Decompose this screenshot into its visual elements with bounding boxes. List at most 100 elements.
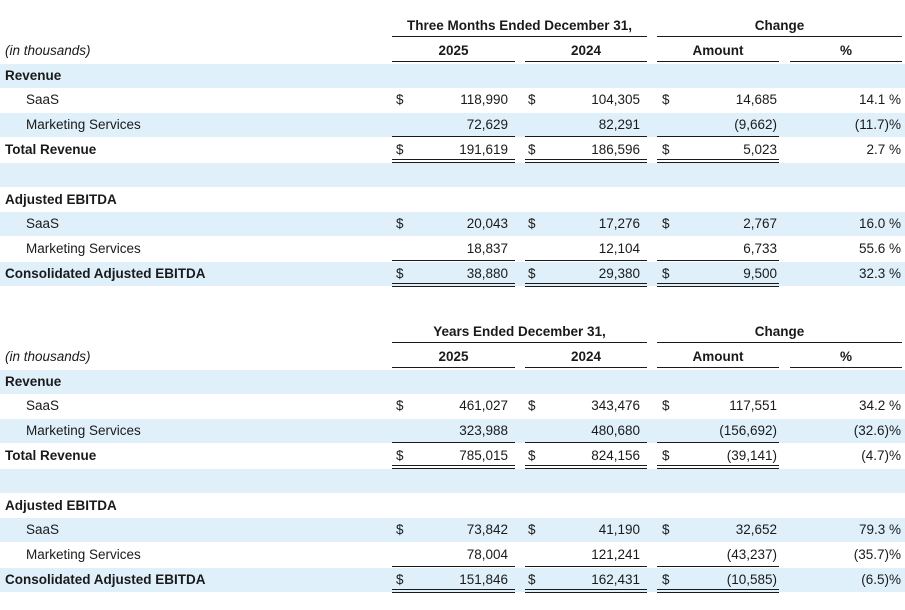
- ebitda-marketing-row: Marketing Services 78,004 121,241 (43,237) (…: [0, 543, 905, 568]
- total-revenue-row: Total Revenue $191,619 $186,596 $5,023 2.7 %: [0, 138, 905, 163]
- revenue-marketing-row-label: Marketing Services: [26, 117, 141, 133]
- ebitda-saas-row: SaaS $20,043 $17,276 $2,767 16.0 %: [0, 212, 905, 237]
- ebitda-marketing-row-v2024: 121,241: [591, 547, 640, 563]
- revenue-saas-row-label: SaaS: [26, 398, 60, 414]
- consolidated-ebitda-row-pct: (6.5)%: [861, 572, 901, 587]
- currency-symbol: $: [662, 216, 670, 232]
- currency-symbol: $: [396, 398, 404, 414]
- revenue-marketing-row: Marketing Services 72,629 82,291 (9,662) (11…: [0, 113, 905, 138]
- col-amount-header: Amount: [692, 42, 744, 58]
- revenue-saas-row: SaaS $118,990 $104,305 $14,685 14.1 %: [0, 88, 905, 112]
- currency-symbol: $: [662, 398, 670, 414]
- ebitda-saas-row: SaaS $73,842 $41,190 $32,652 79.3 %: [0, 518, 905, 543]
- consolidated-ebitda-row-amount: 9,500: [743, 266, 777, 281]
- currency-symbol: $: [528, 522, 536, 538]
- currency-symbol: $: [662, 522, 670, 538]
- ebitda-marketing-row: Marketing Services 18,837 12,104 6,733 55.6 …: [0, 237, 905, 262]
- revenue-marketing-row-v2025: 72,629: [466, 117, 508, 133]
- revenue-marketing-row-label: Marketing Services: [26, 423, 141, 439]
- ebitda-saas-row-pct: 79.3 %: [858, 522, 901, 538]
- total-revenue-row-amount: (39,141): [726, 448, 777, 463]
- total-revenue-row-v2024: 824,156: [591, 448, 640, 463]
- spacer-row: [0, 162, 905, 187]
- ebitda-saas-row-label: SaaS: [26, 522, 60, 538]
- consolidated-ebitda-row-amount: (10,585): [726, 572, 777, 587]
- consolidated-ebitda-row-v2024: 29,380: [598, 266, 640, 281]
- ebitda-title-row: Adjusted EBITDA: [0, 188, 905, 212]
- currency-symbol: $: [396, 266, 404, 281]
- col-pct-header: %: [839, 348, 852, 364]
- currency-symbol: $: [396, 142, 404, 157]
- currency-symbol: $: [528, 572, 536, 587]
- total-revenue-row-v2024: 186,596: [591, 142, 640, 157]
- revenue-saas-row: SaaS $461,027 $343,476 $117,551 34.2 %: [0, 394, 905, 418]
- total-revenue-row-pct: 2.7 %: [866, 142, 901, 157]
- currency-symbol: $: [528, 398, 536, 414]
- ebitda-marketing-row-amount: (43,237): [726, 547, 777, 563]
- consolidated-ebitda-row-v2025: 38,880: [466, 266, 508, 281]
- revenue-marketing-row-v2024: 480,680: [591, 423, 640, 439]
- currency-symbol: $: [396, 572, 404, 587]
- consolidated-ebitda-row-pct: 32.3 %: [858, 266, 901, 281]
- revenue-saas-row-amount: 117,551: [729, 398, 777, 414]
- revenue-saas-row-v2024: 343,476: [591, 398, 640, 414]
- col-2024-header: 2024: [570, 348, 602, 364]
- currency-symbol: $: [396, 216, 404, 232]
- col-2024-header: 2024: [570, 42, 602, 58]
- consolidated-ebitda-row-v2025: 151,846: [459, 572, 508, 587]
- currency-symbol: $: [662, 448, 670, 463]
- ebitda-marketing-row-label: Marketing Services: [26, 547, 141, 563]
- currency-symbol: $: [528, 216, 536, 232]
- revenue-title: Revenue: [5, 67, 62, 83]
- currency-symbol: $: [528, 448, 536, 463]
- revenue-marketing-row-pct: (32.6)%: [853, 423, 901, 439]
- revenue-saas-row-v2024: 104,305: [591, 92, 640, 108]
- total-revenue-row-label: Total Revenue: [5, 142, 97, 157]
- ebitda-marketing-row-pct: 55.6 %: [858, 241, 901, 257]
- revenue-marketing-row-amount: (156,692): [719, 423, 777, 439]
- consolidated-ebitda-row: Consolidated Adjusted EBITDA $151,846 $162…: [0, 568, 905, 593]
- column-header-row: (in thousands) 2025 2024 Amount%: [0, 39, 905, 63]
- ebitda-marketing-row-label: Marketing Services: [26, 241, 141, 257]
- currency-symbol: $: [662, 142, 670, 157]
- period-header-row: Three Months Ended December 31, Change: [0, 14, 905, 38]
- col-2025-header: 2025: [438, 348, 469, 364]
- revenue-title: Revenue: [5, 373, 62, 389]
- revenue-marketing-row-amount: (9,662): [734, 117, 777, 133]
- ebitda-marketing-row-v2025: 18,837: [466, 241, 508, 257]
- period-header-row: Years Ended December 31, Change: [0, 320, 905, 344]
- total-revenue-row: Total Revenue $785,015 $824,156 $ (39,141) (4…: [0, 444, 905, 469]
- ebitda-marketing-row-v2025: 78,004: [466, 547, 508, 563]
- column-header-row: (in thousands) 2025 2024 Amount%: [0, 345, 905, 369]
- change-header: Change: [754, 324, 805, 339]
- currency-symbol: $: [662, 266, 670, 281]
- ebitda-title-row: Adjusted EBITDA: [0, 494, 905, 518]
- ebitda-saas-row-pct: 16.0 %: [858, 216, 901, 232]
- revenue-saas-row-pct: 14.1 %: [858, 92, 901, 108]
- total-revenue-row-v2025: 191,619: [459, 142, 508, 157]
- currency-symbol: $: [662, 92, 670, 108]
- currency-symbol: $: [528, 266, 536, 281]
- units-label: (in thousands): [5, 42, 91, 58]
- col-2025-header: 2025: [438, 42, 469, 58]
- revenue-marketing-row-v2024: 82,291: [598, 117, 640, 133]
- revenue-saas-row-v2025: 118,990: [460, 92, 508, 108]
- spacer-row: [0, 468, 905, 493]
- units-label: (in thousands): [5, 348, 91, 364]
- revenue-saas-row-amount: 14,685: [735, 92, 777, 108]
- total-revenue-row-pct: (4.7)%: [861, 448, 901, 463]
- col-pct-header: %: [839, 42, 852, 58]
- total-revenue-row-label: Total Revenue: [5, 448, 97, 463]
- consolidated-ebitda-row-v2024: 162,431: [591, 572, 640, 587]
- consolidated-ebitda-row: Consolidated Adjusted EBITDA $38,880 $29,3…: [0, 262, 905, 287]
- consolidated-ebitda-row-label: Consolidated Adjusted EBITDA: [5, 572, 206, 587]
- consolidated-ebitda-row-label: Consolidated Adjusted EBITDA: [5, 266, 206, 281]
- ebitda-marketing-row-amount: 6,733: [743, 241, 777, 257]
- ebitda-title: Adjusted EBITDA: [5, 497, 117, 513]
- period-header: Years Ended December 31,: [433, 324, 606, 339]
- ebitda-saas-row-v2024: 17,276: [598, 216, 640, 232]
- ebitda-saas-row-v2024: 41,190: [598, 522, 640, 538]
- currency-symbol: $: [396, 448, 404, 463]
- currency-symbol: $: [396, 92, 404, 108]
- revenue-title-row: Revenue: [0, 63, 905, 88]
